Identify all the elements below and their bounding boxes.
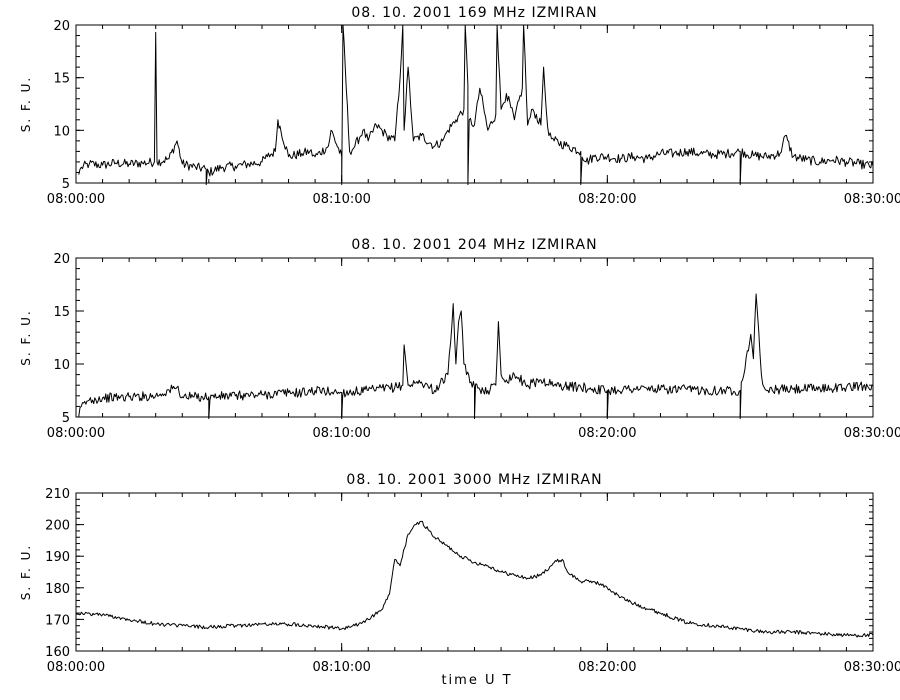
chart-0-ylabel: S. F. U. [19, 76, 33, 132]
x-axis-title: time U T [441, 673, 512, 688]
panel-3000mhz: 08. 10. 2001 3000 MHz IZMIRAN S. F. U. 160… [19, 472, 900, 675]
chart-0-xtick-label: 08:30:00 [844, 192, 900, 207]
chart-2-xtick-label: 08:30:00 [844, 660, 900, 675]
chart-0-ytick-label: 10 [53, 124, 70, 139]
chart-0-series-line [78, 24, 874, 186]
chart-1-ytick-label: 10 [53, 358, 70, 373]
chart-0-ytick-label: 20 [53, 19, 70, 34]
panel-204mhz: 08. 10. 2001 204 MHz IZMIRAN S. F. U. 5 10 1… [19, 237, 900, 441]
chart-1-ytick-label: 20 [53, 252, 70, 267]
chart-1-xtick-label: 08:20:00 [578, 426, 636, 441]
chart-2-ytick-label: 160 [45, 645, 70, 660]
chart-1-xtick-label: 08:10:00 [312, 426, 370, 441]
chart-2-xtick-label: 08:00:00 [47, 660, 105, 675]
chart-2-xtick-label: 08:20:00 [578, 660, 636, 675]
chart-0-ytick-label: 5 [62, 177, 70, 192]
chart-1-ylabel: S. F. U. [19, 309, 33, 365]
chart-1-ytick-label: 15 [53, 305, 70, 320]
chart-2-ytick-label: 200 [45, 519, 70, 534]
chart-1-series-line [78, 293, 873, 420]
chart-0-xtick-label: 08:10:00 [312, 192, 370, 207]
chart-2-ytick-label: 180 [45, 582, 70, 597]
chart-2-series-line [75, 520, 874, 638]
chart-0-xtick-label: 08:00:00 [47, 192, 105, 207]
chart-2-ylabel: S. F. U. [19, 544, 33, 600]
chart-0-plot-frame [75, 24, 874, 184]
chart-0-xtick-label: 08:20:00 [578, 192, 636, 207]
chart-1-xtick-label: 08:30:00 [844, 426, 900, 441]
chart-2-ytick-label: 210 [45, 487, 70, 502]
chart-1-xtick-label: 08:00:00 [47, 426, 105, 441]
chart-1-title: 08. 10. 2001 204 MHz IZMIRAN [351, 237, 597, 253]
chart-2-ytick-label: 170 [45, 613, 70, 628]
panel-169mhz: 08. 10. 2001 169 MHz IZMIRAN S. F. U. 5 10 1… [19, 5, 900, 207]
chart-2-xtick-label: 08:10:00 [312, 660, 370, 675]
chart-1-ytick-label: 5 [62, 411, 70, 426]
chart-0-title: 08. 10. 2001 169 MHz IZMIRAN [351, 5, 597, 21]
chart-2-title: 08. 10. 2001 3000 MHz IZMIRAN [346, 472, 602, 488]
chart-0-ytick-label: 15 [53, 72, 70, 87]
chart-2-ytick-label: 190 [45, 550, 70, 565]
